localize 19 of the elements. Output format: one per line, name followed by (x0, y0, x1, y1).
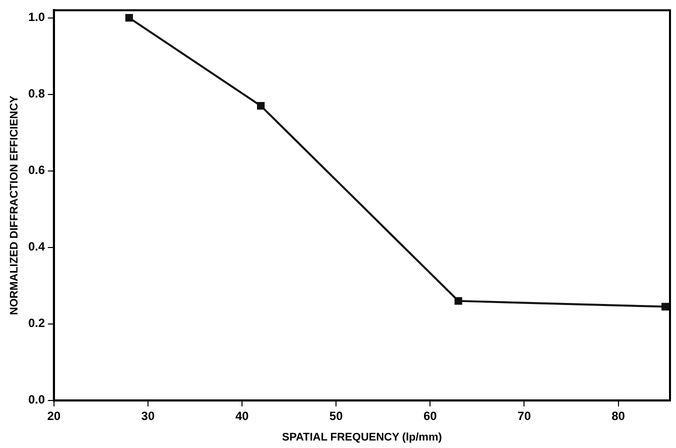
y-tick-label: 0.2 (28, 316, 46, 330)
x-tick-label: 50 (329, 408, 344, 423)
point (661, 302, 670, 311)
y-tick-label: 0.4 (28, 240, 46, 254)
x-tick-label: 20 (47, 408, 61, 423)
y-tick-label: 0.0 (28, 392, 46, 407)
x-axis-title: SPATIAL FREQUENCY (lp/mm) (282, 431, 442, 444)
y-tick-label: 1.0 (28, 10, 46, 24)
x-tick-label: 70 (518, 408, 532, 423)
y-tick-label: 0.8 (28, 86, 46, 101)
y-axis-title: NORMALIZED DIFFRACTION EFFICIENCY (8, 94, 21, 315)
x-tick-label: 60 (423, 408, 438, 423)
x-tick-label: 30 (141, 408, 155, 423)
point (125, 14, 133, 22)
y-tick-label: 0.6 (28, 163, 46, 178)
point (256, 102, 265, 110)
x-tick-label: 80 (612, 408, 626, 423)
point (454, 297, 462, 305)
x-tick-label: 40 (235, 408, 250, 423)
